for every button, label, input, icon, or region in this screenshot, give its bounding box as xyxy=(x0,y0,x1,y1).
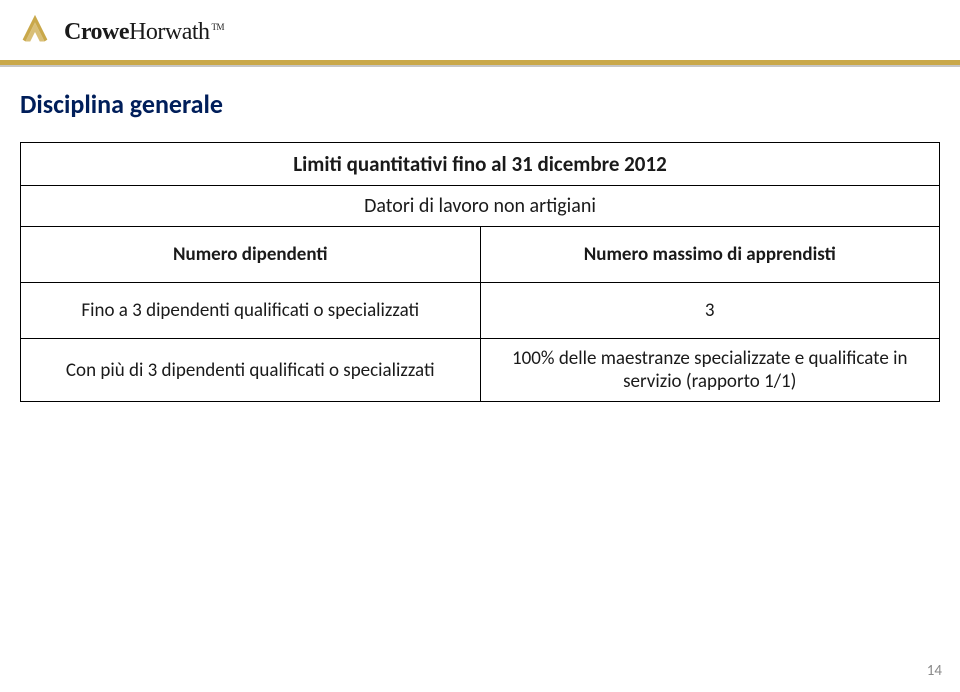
slide: Crowe Horwath TM Disciplina generale Lim… xyxy=(0,0,960,692)
header-divider xyxy=(0,60,960,67)
company-name: Crowe Horwath TM xyxy=(64,19,224,46)
content-area: Disciplina generale Limiti quantitativi … xyxy=(20,88,940,402)
cell-right: 3 xyxy=(480,283,940,339)
table-header-cell: Limiti quantitativi fino al 31 dicembre … xyxy=(21,143,940,186)
trademark-icon: TM xyxy=(212,22,225,32)
limits-table: Limiti quantitativi fino al 31 dicembre … xyxy=(20,142,940,402)
cell-left: Con più di 3 dipendenti qualificati o sp… xyxy=(21,339,481,402)
table-subheader-row: Datori di lavoro non artigiani xyxy=(21,186,940,227)
col-header-left: Numero dipendenti xyxy=(21,227,481,283)
col-header-right: Numero massimo di apprendisti xyxy=(480,227,940,283)
cell-left: Fino a 3 dipendenti qualificati o specia… xyxy=(21,283,481,339)
table-column-header-row: Numero dipendenti Numero massimo di appr… xyxy=(21,227,940,283)
company-logo-icon xyxy=(16,13,54,51)
table-header-row: Limiti quantitativi fino al 31 dicembre … xyxy=(21,143,940,186)
table-row: Fino a 3 dipendenti qualificati o specia… xyxy=(21,283,940,339)
table-row: Con più di 3 dipendenti qualificati o sp… xyxy=(21,339,940,402)
brand-name-light: Horwath xyxy=(129,19,209,46)
page-title: Disciplina generale xyxy=(20,88,940,120)
cell-right: 100% delle maestranze specializzate e qu… xyxy=(480,339,940,402)
header: Crowe Horwath TM xyxy=(16,4,944,60)
brand-name-strong: Crowe xyxy=(64,19,129,46)
table-subheader-cell: Datori di lavoro non artigiani xyxy=(21,186,940,227)
brand: Crowe Horwath TM xyxy=(16,13,224,51)
divider-gray xyxy=(0,65,960,67)
page-number: 14 xyxy=(927,662,942,680)
